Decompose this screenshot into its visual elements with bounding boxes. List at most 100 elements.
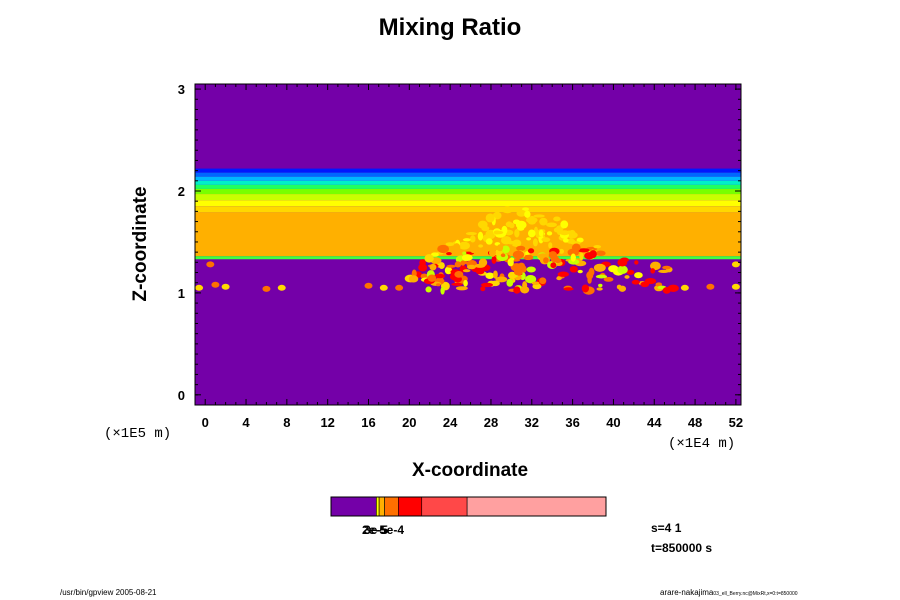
cloud-cell [539,277,547,285]
cloud-cell [616,284,622,290]
cloud-cell [527,248,535,254]
cloud-cell [501,245,510,254]
drop-cell [206,261,215,268]
x-tick-label-48: 48 [688,415,702,430]
drop-cell [395,284,404,291]
field-band-1 [195,172,741,177]
cloud-cell [539,217,548,226]
cloud-cell [548,242,553,249]
cloud-cell [626,269,635,275]
cloud-cell [522,207,529,211]
cloud-cell [440,286,445,295]
cloud-cell [553,227,561,233]
cloud-cell [617,258,628,267]
x-tick-label-52: 52 [729,415,743,430]
chart-title: Mixing Ratio [378,14,522,41]
plot-frame [194,83,742,406]
cloud-cell [538,229,544,237]
drop-cell [680,284,689,291]
colorbar-segment-4 [398,496,423,517]
colorbar-frame [330,496,607,517]
cloud-cell [559,230,570,236]
cloud-cell [634,272,643,279]
cloud-cell [430,252,439,257]
cloud-cell [445,242,455,247]
y-scale-label: (×1E5 m) [104,426,172,442]
drop-cell [211,281,220,288]
cloud-cell [523,254,534,261]
t-label: t=850000 s [651,541,713,555]
cloud-cell [478,244,484,248]
cloud-cell [596,287,603,291]
field-band-4 [195,184,741,189]
cloud-cell [512,219,521,225]
cloud-cell [655,282,663,287]
cloud-cell [466,264,476,270]
cloud-texture [404,205,679,295]
cloud-cell [579,252,584,261]
y-tick-label-3: 3 [178,82,185,97]
footer-left: /usr/bin/gpview 2005-08-21 [60,588,157,597]
cloud-cell [650,268,656,274]
cloud-cell [444,266,453,275]
cloud-cell [493,270,498,279]
cloud-cell [436,283,441,287]
colorbar-label-3: 5e-4 [380,523,405,537]
cloud-cell [640,281,650,288]
drop-cell [379,284,388,291]
cloud-cell [462,251,467,256]
cloud-cell [559,248,564,254]
cloud-cell [542,244,549,253]
cloud-cell [516,245,526,252]
cloud-cell [485,213,495,223]
y-axis-label: Z-coordinate [130,186,151,302]
cloud-cell [492,211,502,220]
cloud-cell [462,238,471,242]
cloud-cell [531,281,540,286]
drop-cell [195,284,204,291]
cloud-cell [533,214,545,218]
cloud-cell [586,271,594,280]
drop-cell [731,283,740,290]
cloud-cell [662,265,671,270]
cloud-cell [507,258,514,267]
cloud-cell [434,273,446,279]
cloud-cell [562,238,569,243]
cloud-cell [462,269,471,273]
cloud-cell [408,275,419,283]
cloud-cell [563,287,574,291]
x-scale-label: (×1E4 m) [668,436,736,452]
cloud-cell [495,276,508,283]
cloud-cell [514,228,520,238]
cloud-cell [477,231,484,241]
cloud-cell [526,266,536,273]
cloud-cell [506,278,514,287]
cloud-cell [489,248,496,257]
cloud-cell [520,286,530,294]
cloud-cell [513,268,523,276]
s-label: s=4 1 [651,521,682,535]
x-tick-label-32: 32 [525,415,539,430]
cloud-cell [493,230,501,235]
cloud-cell [649,261,661,271]
cloud-cell [461,254,473,261]
cloud-cell [465,231,477,236]
y-tick-label-2: 2 [178,184,185,199]
cloud-cell [463,279,468,287]
cloud-cell [556,276,562,281]
x-tick-label-28: 28 [484,415,498,430]
cloud-cell [596,250,606,256]
cloud-cell [631,279,640,285]
cloud-cell [662,286,671,294]
cloud-cell [455,286,468,291]
cloud-cell [569,265,578,273]
cloud-cell [454,261,462,268]
cloud-cell [557,271,569,277]
x-tick-label-40: 40 [606,415,620,430]
cloud-cell [475,269,485,275]
cloud-cell [570,253,576,262]
cloud-cell [429,263,437,271]
cloud-cell [595,274,608,279]
cloud-cell [512,243,521,247]
cloud-cell [546,222,558,228]
